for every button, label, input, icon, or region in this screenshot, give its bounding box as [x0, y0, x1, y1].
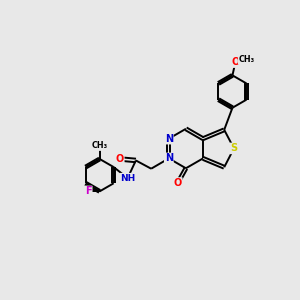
Text: NH: NH [120, 174, 135, 183]
Text: O: O [116, 154, 124, 164]
Text: O: O [231, 57, 239, 67]
Text: CH₃: CH₃ [92, 141, 108, 150]
Text: N: N [165, 134, 173, 144]
Text: CH₃: CH₃ [238, 55, 255, 64]
Text: F: F [85, 186, 92, 197]
Text: N: N [165, 153, 173, 164]
Text: S: S [230, 143, 238, 153]
Text: O: O [174, 178, 182, 188]
